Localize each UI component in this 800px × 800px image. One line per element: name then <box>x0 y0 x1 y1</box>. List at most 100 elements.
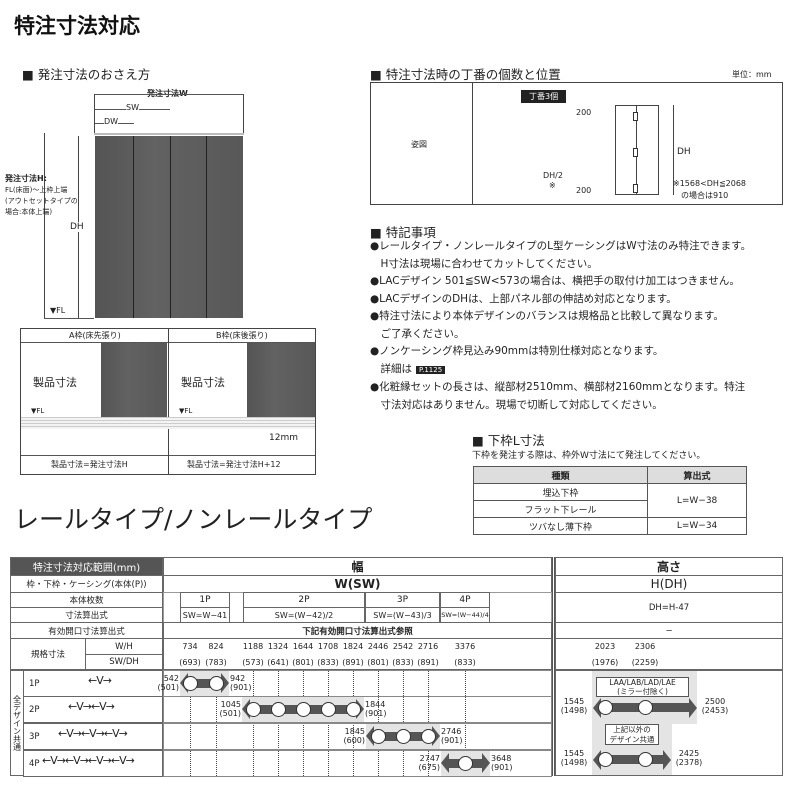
width-header: 幅 <box>163 557 552 576</box>
order-w-label: 発注寸法W <box>145 88 190 99</box>
std-sw-value: (801) <box>292 658 314 667</box>
size-point <box>246 702 261 717</box>
door-layout-icon: ←V→←V→ <box>68 700 115 713</box>
door-layout-icon: ←V→ <box>88 674 112 687</box>
h-max-sw-value: (2378) <box>675 758 703 767</box>
std-h-value: 2306 <box>634 642 656 651</box>
size-point <box>598 700 613 715</box>
std-w-value: 1708 <box>317 642 339 651</box>
h-symbol: H(DH) <box>555 575 783 593</box>
h-max-value: 2425 <box>678 749 700 758</box>
range-row <box>163 696 552 723</box>
std-sw-value: (833) <box>392 658 414 667</box>
order-section-heading: 発注寸法のおさえ方 <box>22 64 151 83</box>
door-layout-icon: ←V→←V→←V→ <box>58 727 128 740</box>
col-formula: 算出式 <box>647 466 747 484</box>
max-value: 1844 <box>365 700 386 709</box>
max-sw-value: (901) <box>365 709 387 718</box>
product-size-a: 製品寸法 <box>33 376 77 389</box>
formula-b: 製品寸法=発注寸法H+12 <box>187 460 281 469</box>
h-min-value: 1545 <box>563 749 585 758</box>
note-line: ●LACデザインのDHは、上部パネル部の伸詰め対応となります。 <box>370 292 677 305</box>
panel-row-label: 3P <box>23 723 163 750</box>
hinge-half-label: DH/2 <box>543 171 563 180</box>
page-ref-badge[interactable]: P.1125 <box>416 365 446 374</box>
size-point <box>183 676 198 691</box>
max-value: 2746 <box>441 727 462 736</box>
min-sw-value: (675) <box>418 763 440 772</box>
panel-count-1: 1P <box>180 592 230 608</box>
std-sw-value: (801) <box>367 658 389 667</box>
arrow-left-icon <box>593 750 601 770</box>
min-value: 1845 <box>344 727 365 736</box>
hinge-dh-label: DH <box>677 147 691 157</box>
std-w-value: 1188 <box>242 642 264 651</box>
note-line: 寸法対応はありません。現場で切断して対応してください。 <box>370 398 663 411</box>
panel-row-label: 4P <box>23 750 163 777</box>
hinge-section-heading: 特注寸法時の丁番の個数と位置 <box>370 64 561 83</box>
std-sw-value: (693) <box>179 658 201 667</box>
notes-list: ●レールタイプ・ノンレールタイプのL型ケーシングはW寸法のみ特注できます。 H寸… <box>370 238 751 414</box>
size-point <box>371 729 386 744</box>
std-w-value: 734 <box>182 642 198 651</box>
std-w-value: 1644 <box>292 642 314 651</box>
min-value: 2747 <box>419 754 440 763</box>
lower-frame-desc: 下枠を発注する際は、枠外W寸法にて発注してください。 <box>472 451 706 461</box>
frame-a-label: A枠(床先張り) <box>69 331 121 340</box>
std-area <box>163 638 552 670</box>
panel-formula-2: SW=(W−42)/2 <box>243 607 365 623</box>
design-box-text: (ミラー付除く) <box>617 687 668 696</box>
lower-frame-table: 種類 算出式 埋込下枠 L=W−38 フラット下レール ツバなし薄下枠 L=W−34 <box>472 466 747 535</box>
size-point <box>321 702 336 717</box>
std-sw-value: (833) <box>317 658 339 667</box>
note-line: ●特注寸法により本体デザインのバランスは規格品と比較して異なります。 <box>370 310 724 322</box>
design-box-text: デザイン共通 <box>609 734 655 744</box>
fl-b: ▼FL <box>179 407 193 415</box>
arrow-right-icon <box>663 750 671 770</box>
h-opening: − <box>555 622 783 639</box>
swdh-label: SW/DH <box>85 654 163 670</box>
arrow-right-icon <box>482 753 490 773</box>
std-h-area <box>555 638 783 670</box>
hinge-box: 姿図 丁番3個 200 200 DH/2 ※ DH ※1568<DH≦2068 … <box>370 82 783 205</box>
order-h-title: 発注寸法H: <box>5 174 47 183</box>
std-sw-value: (641) <box>267 658 289 667</box>
panel-count-4: 4P <box>440 592 490 608</box>
h-range-bar <box>600 755 663 764</box>
std-w-value: 824 <box>208 642 224 651</box>
std-w-value: 1824 <box>342 642 364 651</box>
h-min-sw-value: (1498) <box>560 706 588 715</box>
page-title: 特注寸法対応 <box>14 14 140 38</box>
hinge-mark: ※ <box>549 181 556 190</box>
note-line: ●LACデザイン 501≦SW<573の場合は、横把手の取付け加工はつきません。 <box>370 275 740 287</box>
col-type: 種類 <box>472 466 649 484</box>
note-line: H寸法は現場に合わせてカットしてください。 <box>370 257 598 270</box>
formula-cell: L=W−38 <box>647 483 747 518</box>
max-value: 942 <box>230 674 246 683</box>
frame-b-label: B枠(床後張り) <box>216 331 268 340</box>
design-box-text: 上記以外の <box>613 725 651 734</box>
range-row <box>163 723 552 750</box>
mm12-label: 12mm <box>269 433 298 443</box>
std-dh-value: (1976) <box>591 658 619 667</box>
max-sw-value: (901) <box>491 763 513 772</box>
notes-heading: 特記事項 <box>370 222 436 241</box>
type-cell: ツバなし薄下枠 <box>472 517 649 535</box>
note-line: ●化粧縁セットの長さは、縦部材2510mm、横部材2160mmとなります。特注 <box>370 381 746 393</box>
panel-count-3: 3P <box>365 592 440 608</box>
size-point <box>421 729 436 744</box>
formula-a: 製品寸法=発注寸法H <box>51 460 128 469</box>
frame-detail-box: A枠(床先張り) B枠(床後張り) 製品寸法 製品寸法 ▼FL ▼FL 12mm… <box>20 328 316 475</box>
height-range-area <box>555 670 783 776</box>
size-point <box>598 752 613 767</box>
hinge-top-200: 200 <box>576 108 592 117</box>
dw-label: DW <box>104 117 119 126</box>
note-line: 詳細は <box>370 362 412 375</box>
size-point <box>638 752 653 767</box>
std-w-value: 2716 <box>417 642 439 651</box>
hinge-row-label: 姿図 <box>411 140 427 149</box>
design-box-laa: LAA/LAB/LAD/LAE (ミラー付除く) <box>596 677 689 697</box>
frame-row-label: 枠・下枠・ケーシング(本体(P)) <box>10 575 163 593</box>
formula-row-label: 寸法算出式 <box>10 607 163 623</box>
